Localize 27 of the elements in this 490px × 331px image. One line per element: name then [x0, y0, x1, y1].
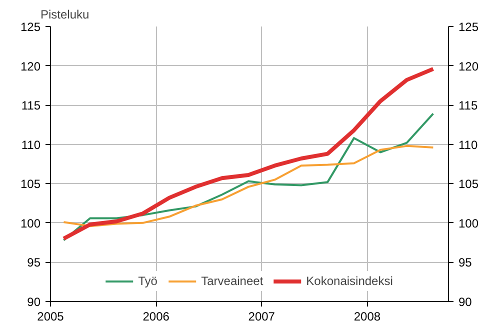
y2-tick-label: 90 — [458, 295, 472, 309]
y-axis-title: Pisteluku — [40, 8, 90, 22]
x-tick-label: 2007 — [248, 310, 276, 324]
y2-tick-label: 110 — [458, 138, 478, 152]
legend-label: Kokonaisindeksi — [306, 274, 393, 288]
x-tick-label: 2008 — [354, 310, 381, 324]
y-tick-label: 105 — [20, 177, 41, 192]
y-tick-label: 120 — [20, 59, 41, 74]
y2-tick-label: 95 — [458, 256, 472, 270]
legend-label: Työ — [138, 274, 158, 288]
legend-label: Tarveaineet — [201, 274, 264, 288]
y-tick-label: 110 — [21, 138, 41, 152]
line-series — [62, 66, 436, 241]
y-tick-label: 90 — [27, 295, 41, 309]
y2-tick-label: 100 — [458, 216, 479, 230]
y2-tick-label: 105 — [458, 177, 479, 192]
y2-tick-label: 120 — [458, 59, 479, 74]
y2-tick-label: 115 — [458, 98, 478, 113]
line-series — [62, 112, 434, 242]
y-tick-label: 115 — [21, 98, 41, 113]
y-tick-label: 125 — [20, 20, 41, 34]
y-tick-label: 95 — [27, 256, 41, 270]
x-tick-label: 2006 — [142, 310, 170, 324]
y2-tick-label: 125 — [458, 20, 479, 34]
y-tick-label: 100 — [20, 216, 41, 230]
line-series — [62, 144, 434, 228]
x-tick-label: 2005 — [37, 310, 64, 324]
